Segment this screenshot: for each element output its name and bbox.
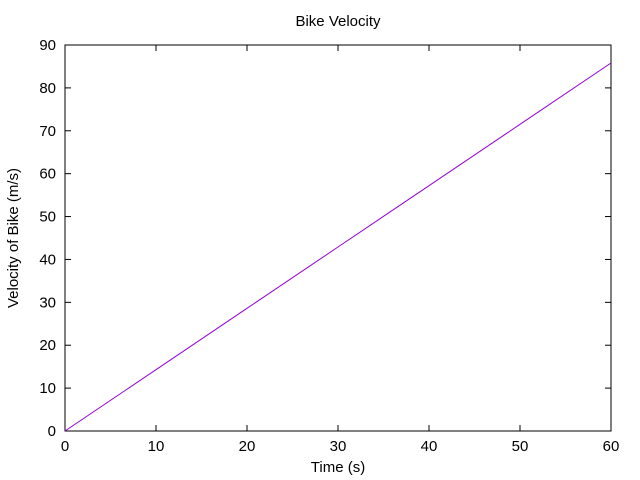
- x-tick-label: 50: [512, 438, 529, 455]
- plot-frame: [64, 44, 612, 432]
- chart-title: Bike Velocity: [295, 13, 381, 30]
- x-tick-label: 60: [603, 438, 620, 455]
- y-tick-label: 0: [48, 423, 56, 440]
- series-layer: [64, 62, 612, 432]
- y-tick-label: 70: [39, 123, 56, 140]
- y-tick-label: 40: [39, 251, 56, 268]
- x-tick-label: 30: [330, 438, 347, 455]
- y-tick-label: 90: [39, 37, 56, 54]
- y-tick-label: 10: [39, 380, 56, 397]
- x-axis-ticks: 0 10 20 30 40 50 60: [61, 45, 620, 455]
- y-axis-ticks: 0 10 20 30 40 50 60 70 80 90: [39, 37, 611, 440]
- x-tick-label: 10: [148, 438, 165, 455]
- series-line: [64, 62, 612, 432]
- y-tick-label: 60: [39, 166, 56, 183]
- y-tick-label: 80: [39, 80, 56, 97]
- y-axis-label: Velocity of Bike (m/s): [5, 168, 22, 308]
- x-tick-label: 0: [61, 438, 69, 455]
- y-tick-label: 20: [39, 337, 56, 354]
- y-tick-label: 30: [39, 294, 56, 311]
- y-tick-label: 50: [39, 209, 56, 226]
- x-tick-label: 40: [421, 438, 438, 455]
- x-tick-label: 20: [239, 438, 256, 455]
- x-axis-label: Time (s): [311, 459, 365, 476]
